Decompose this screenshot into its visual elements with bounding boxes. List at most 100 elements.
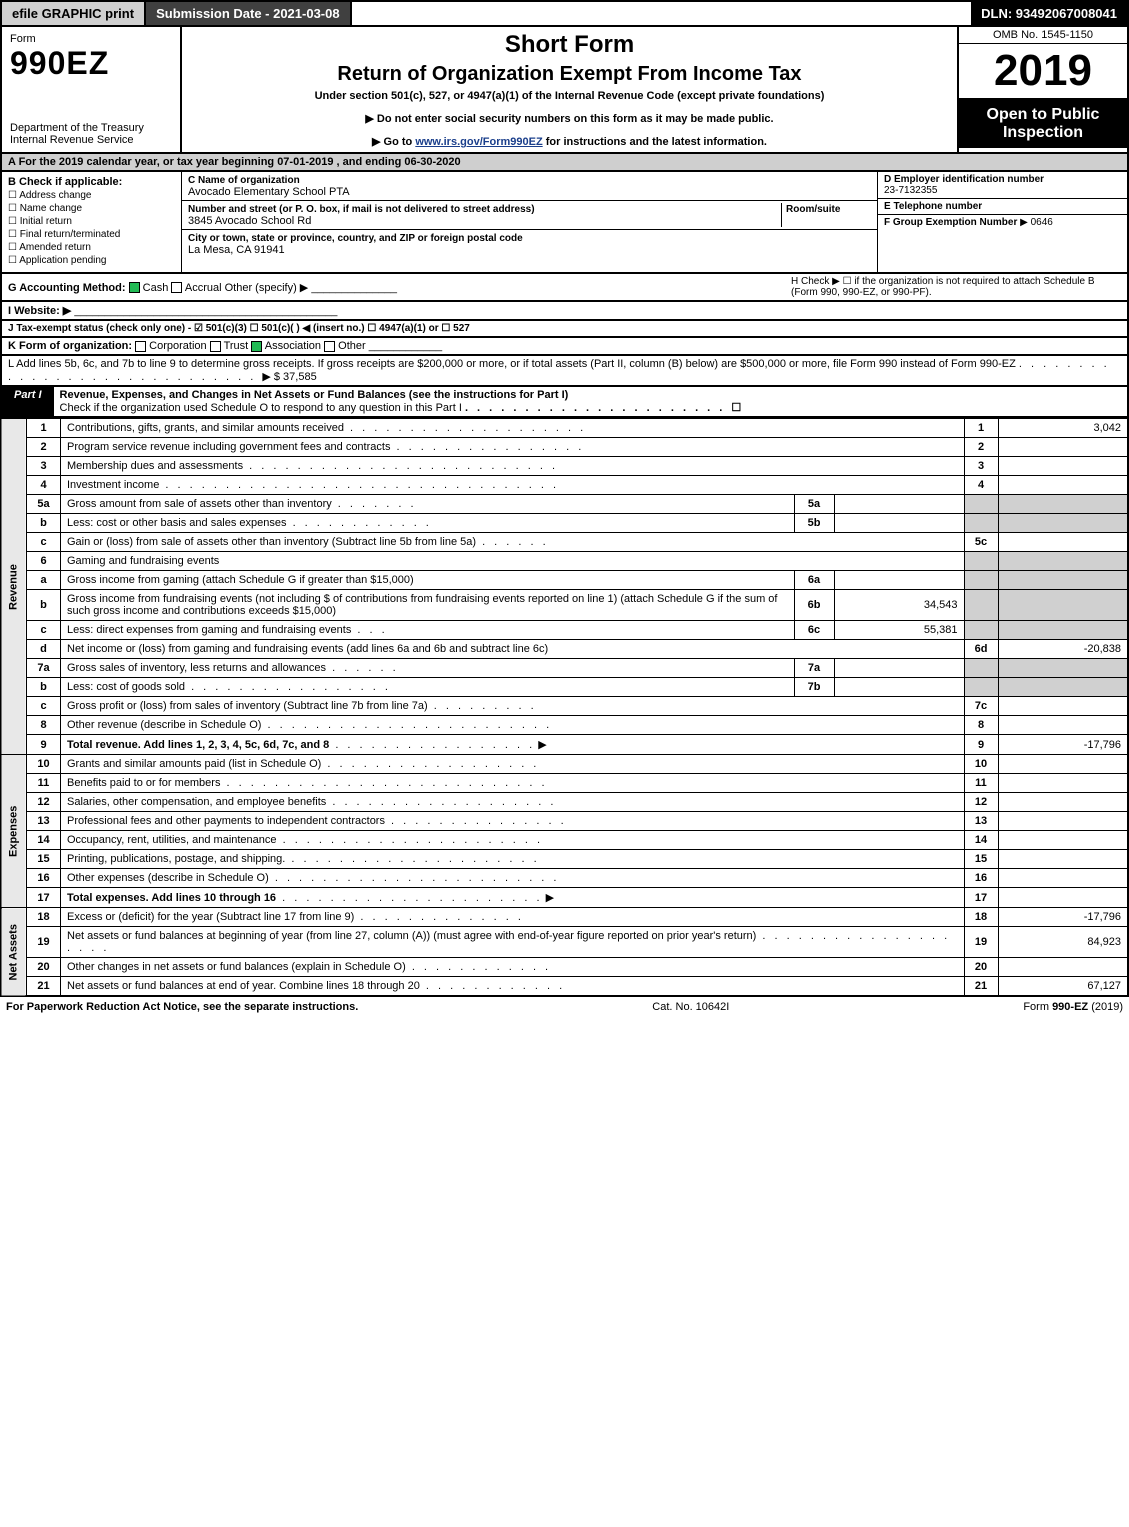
line-6b-num: b <box>27 590 61 621</box>
row-l-amount: ▶ $ 37,585 <box>262 371 316 383</box>
line-7c-rn: 7c <box>964 697 998 716</box>
line-8-desc: Other revenue (describe in Schedule O) .… <box>61 716 965 735</box>
part1-table: Revenue 1 Contributions, gifts, grants, … <box>0 418 1129 997</box>
page-footer: For Paperwork Reduction Act Notice, see … <box>0 997 1129 1017</box>
irs-link[interactable]: www.irs.gov/Form990EZ <box>415 136 542 148</box>
chk-cash[interactable] <box>129 282 140 293</box>
line-1-num: 1 <box>27 419 61 438</box>
line-12-desc: Salaries, other compensation, and employ… <box>61 793 965 812</box>
line-4-desc: Investment income . . . . . . . . . . . … <box>61 476 965 495</box>
chk-name-change[interactable]: ☐ Name change <box>8 203 175 214</box>
line-9-amt: -17,796 <box>998 735 1128 755</box>
return-title: Return of Organization Exempt From Incom… <box>190 63 949 86</box>
org-name: Avocado Elementary School PTA <box>188 186 350 198</box>
line-20-rn: 20 <box>964 958 998 977</box>
row-g-h: G Accounting Method: Cash Accrual Other … <box>0 274 1129 302</box>
website-label: I Website: ▶ <box>8 305 71 317</box>
line-6a-mid: 6a <box>794 571 834 590</box>
topbar-spacer <box>352 2 972 25</box>
line-8-rn: 8 <box>964 716 998 735</box>
efile-print-button[interactable]: efile GRAPHIC print <box>2 2 146 25</box>
shade-6a <box>964 571 998 590</box>
line-11-num: 11 <box>27 774 61 793</box>
line-7b-num: b <box>27 678 61 697</box>
shade-6c <box>964 621 998 640</box>
chk-other-org[interactable] <box>324 341 335 352</box>
chk-initial-return[interactable]: ☐ Initial return <box>8 216 175 227</box>
line-3-desc: Membership dues and assessments . . . . … <box>61 457 965 476</box>
chk-amended-return[interactable]: ☐ Amended return <box>8 242 175 253</box>
goto-post: for instructions and the latest informat… <box>543 136 767 148</box>
omb-number: OMB No. 1545-1150 <box>959 27 1127 44</box>
form-header-mid: Short Form Return of Organization Exempt… <box>182 27 957 152</box>
footer-mid: Cat. No. 10642I <box>652 1001 729 1013</box>
line-18-amt: -17,796 <box>998 908 1128 927</box>
line-14-num: 14 <box>27 831 61 850</box>
line-7c-amt <box>998 697 1128 716</box>
line-3-amt <box>998 457 1128 476</box>
line-14-amt <box>998 831 1128 850</box>
line-1-rn: 1 <box>964 419 998 438</box>
line-7a-mid: 7a <box>794 659 834 678</box>
line-7a-midamt <box>834 659 964 678</box>
chk-accrual[interactable] <box>171 282 182 293</box>
line-4-num: 4 <box>27 476 61 495</box>
tax-exempt-text: J Tax-exempt status (check only one) - ☑… <box>8 323 470 334</box>
tax-year: 2019 <box>959 44 1127 100</box>
shade-5b <box>964 514 998 533</box>
submission-date-button[interactable]: Submission Date - 2021-03-08 <box>146 2 352 25</box>
row-k-label: K Form of organization: <box>8 340 132 352</box>
line-7a-num: 7a <box>27 659 61 678</box>
line-19-desc: Net assets or fund balances at beginning… <box>61 927 965 958</box>
line-6d-desc: Net income or (loss) from gaming and fun… <box>61 640 965 659</box>
chk-application-pending[interactable]: ☐ Application pending <box>8 255 175 266</box>
line-5c-desc: Gain or (loss) from sale of assets other… <box>61 533 965 552</box>
chk-association[interactable] <box>251 341 262 352</box>
chk-corporation[interactable] <box>135 341 146 352</box>
line-17-desc: Total expenses. Add lines 10 through 16 … <box>61 888 965 908</box>
row-l-text: L Add lines 5b, 6c, and 7b to line 9 to … <box>8 358 1016 370</box>
group-exemption-value: ▶ 0646 <box>1020 217 1053 228</box>
goto-pre: ▶ Go to <box>372 136 415 148</box>
line-8-amt <box>998 716 1128 735</box>
shade-7a <box>964 659 998 678</box>
org-city: La Mesa, CA 91941 <box>188 244 285 256</box>
row-j-tax-exempt: J Tax-exempt status (check only one) - ☑… <box>0 321 1129 338</box>
row-l: L Add lines 5b, 6c, and 7b to line 9 to … <box>0 356 1129 387</box>
box-b-title: B Check if applicable: <box>8 176 122 188</box>
shade-6b <box>964 590 998 621</box>
chk-trust[interactable] <box>210 341 221 352</box>
line-2-desc: Program service revenue including govern… <box>61 438 965 457</box>
line-2-amt <box>998 438 1128 457</box>
line-6b-desc: Gross income from fundraising events (no… <box>61 590 795 621</box>
line-14-desc: Occupancy, rent, utilities, and maintena… <box>61 831 965 850</box>
chk-address-change[interactable]: ☐ Address change <box>8 190 175 201</box>
org-address: 3845 Avocado School Rd <box>188 215 311 227</box>
line-15-num: 15 <box>27 850 61 869</box>
line-21-desc: Net assets or fund balances at end of ye… <box>61 977 965 997</box>
line-6c-mid: 6c <box>794 621 834 640</box>
line-17-num: 17 <box>27 888 61 908</box>
line-21-amt: 67,127 <box>998 977 1128 997</box>
line-16-amt <box>998 869 1128 888</box>
part1-tab: Part I <box>2 387 54 416</box>
box-d-label: D Employer identification number <box>884 174 1044 185</box>
under-section-text: Under section 501(c), 527, or 4947(a)(1)… <box>190 90 949 102</box>
line-1-desc: Contributions, gifts, grants, and simila… <box>61 419 965 438</box>
line-6a-midamt <box>834 571 964 590</box>
row-g-label: G Accounting Method: <box>8 282 126 294</box>
short-form-title: Short Form <box>190 31 949 59</box>
line-2-num: 2 <box>27 438 61 457</box>
trust-label: Trust <box>224 340 249 352</box>
department-label: Department of the Treasury Internal Reve… <box>10 122 172 146</box>
assoc-label: Association <box>265 340 321 352</box>
box-b: B Check if applicable: ☐ Address change … <box>2 172 182 272</box>
chk-final-return[interactable]: ☐ Final return/terminated <box>8 229 175 240</box>
line-17-amt <box>998 888 1128 908</box>
line-18-num: 18 <box>27 908 61 927</box>
open-to-public: Open to Public Inspection <box>959 100 1127 148</box>
line-19-rn: 19 <box>964 927 998 958</box>
form-header-left: Form 990EZ Department of the Treasury In… <box>2 27 182 152</box>
form-header: Form 990EZ Department of the Treasury In… <box>0 27 1129 154</box>
row-a-tax-year: A For the 2019 calendar year, or tax yea… <box>0 154 1129 172</box>
